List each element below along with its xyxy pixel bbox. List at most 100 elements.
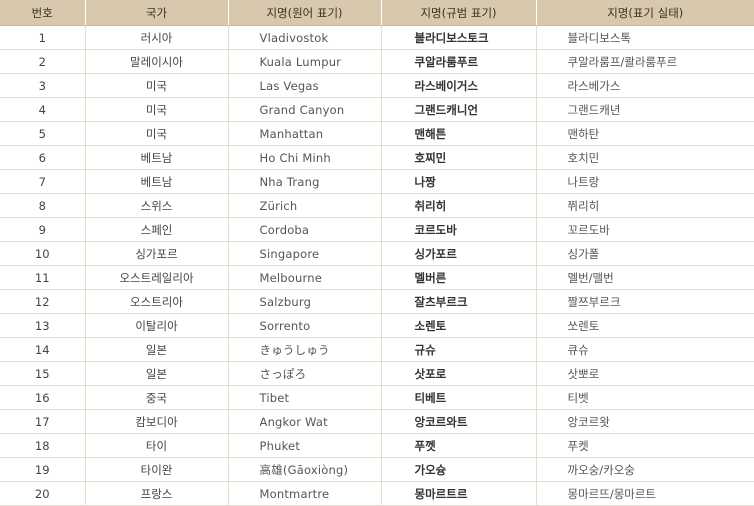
standard-name-cell: 쿠알라룸푸르 (380, 49, 536, 74)
header-actual-usage: 지명(표기 실태) (535, 0, 754, 26)
original-name-cell: Ho Chi Minh (227, 145, 381, 170)
country-cell: 스위스 (84, 193, 228, 218)
country-cell: 싱가포르 (84, 241, 228, 266)
actual-usage-cell: 큐슈 (535, 337, 754, 362)
country-cell: 스페인 (84, 217, 228, 242)
standard-name-cell: 코르도바 (380, 217, 536, 242)
row-number: 20 (0, 481, 85, 506)
standard-name-cell: 소렌토 (380, 313, 536, 338)
table-row: 17 캄보디아 Angkor Wat 앙코르와트 앙코르왓 (0, 409, 754, 434)
original-name-cell: Tibet (227, 385, 381, 410)
actual-usage-cell: 앙코르왓 (535, 409, 754, 434)
row-number: 18 (0, 433, 85, 458)
original-name-cell: Phuket (227, 433, 381, 458)
actual-usage-cell: 라스베가스 (535, 73, 754, 98)
table-row: 18 타이 Phuket 푸껫 푸켓 (0, 433, 754, 458)
table-row: 1 러시아 Vladivostok 블라디보스토크 블라디보스톡 (0, 25, 754, 50)
table-body: 1 러시아 Vladivostok 블라디보스토크 블라디보스톡 2 말레이시아 Kuala … (0, 25, 754, 506)
table-row: 4 미국 Grand Canyon 그랜드캐니언 그랜드캐년 (0, 97, 754, 122)
actual-usage-cell: 까오숭/카오숭 (535, 457, 754, 482)
table-row: 6 베트남 Ho Chi Minh 호찌민 호치민 (0, 145, 754, 170)
actual-usage-cell: 호치민 (535, 145, 754, 170)
country-cell: 프랑스 (84, 481, 228, 506)
standard-name-cell: 맨해튼 (380, 121, 536, 146)
standard-name-cell: 규슈 (380, 337, 536, 362)
row-number: 19 (0, 457, 85, 482)
table-row: 7 베트남 Nha Trang 나짱 나트랑 (0, 169, 754, 194)
original-name-cell: Zürich (227, 193, 381, 218)
standard-name-cell: 그랜드캐니언 (380, 97, 536, 122)
country-cell: 일본 (84, 337, 228, 362)
table-row: 13 이탈리아 Sorrento 소렌토 쏘렌토 (0, 313, 754, 338)
row-number: 17 (0, 409, 85, 434)
standard-name-cell: 티베트 (380, 385, 536, 410)
row-number: 14 (0, 337, 85, 362)
table-row: 19 타이완 高雄(Gāoxiòng) 가오슝 까오숭/카오숭 (0, 457, 754, 482)
actual-usage-cell: 삿뽀로 (535, 361, 754, 386)
actual-usage-cell: 그랜드캐년 (535, 97, 754, 122)
original-name-cell: きゅうしゅう (227, 337, 381, 362)
actual-usage-cell: 맨하탄 (535, 121, 754, 146)
actual-usage-cell: 블라디보스톡 (535, 25, 754, 50)
table-row: 15 일본 さっぽろ 삿포로 삿뽀로 (0, 361, 754, 386)
standard-name-cell: 잘츠부르크 (380, 289, 536, 314)
actual-usage-cell: 멜번/맬번 (535, 265, 754, 290)
row-number: 4 (0, 97, 85, 122)
row-number: 2 (0, 49, 85, 74)
country-cell: 베트남 (84, 145, 228, 170)
country-cell: 미국 (84, 73, 228, 98)
original-name-cell: Grand Canyon (227, 97, 381, 122)
table-row: 8 스위스 Zürich 취리히 쮜리히 (0, 193, 754, 218)
standard-name-cell: 앙코르와트 (380, 409, 536, 434)
original-name-cell: Vladivostok (227, 25, 381, 50)
actual-usage-cell: 푸켓 (535, 433, 754, 458)
row-number: 15 (0, 361, 85, 386)
row-number: 12 (0, 289, 85, 314)
original-name-cell: 高雄(Gāoxiòng) (227, 457, 381, 482)
standard-name-cell: 블라디보스토크 (380, 25, 536, 50)
row-number: 16 (0, 385, 85, 410)
table-row: 11 오스트레일리아 Melbourne 멜버른 멜번/맬번 (0, 265, 754, 290)
standard-name-cell: 라스베이거스 (380, 73, 536, 98)
country-cell: 이탈리아 (84, 313, 228, 338)
standard-name-cell: 멜버른 (380, 265, 536, 290)
header-standard-name: 지명(규범 표기) (380, 0, 536, 26)
country-cell: 러시아 (84, 25, 228, 50)
original-name-cell: Cordoba (227, 217, 381, 242)
country-cell: 미국 (84, 97, 228, 122)
original-name-cell: Kuala Lumpur (227, 49, 381, 74)
table-row: 5 미국 Manhattan 맨해튼 맨하탄 (0, 121, 754, 146)
row-number: 9 (0, 217, 85, 242)
table-row: 9 스페인 Cordoba 코르도바 꼬르도바 (0, 217, 754, 242)
row-number: 1 (0, 25, 85, 50)
actual-usage-cell: 쿠알라룸프/콸라룸푸르 (535, 49, 754, 74)
standard-name-cell: 몽마르트르 (380, 481, 536, 506)
actual-usage-cell: 쮜리히 (535, 193, 754, 218)
actual-usage-cell: 짤쯔부르크 (535, 289, 754, 314)
country-cell: 일본 (84, 361, 228, 386)
actual-usage-cell: 꼬르도바 (535, 217, 754, 242)
table-row: 2 말레이시아 Kuala Lumpur 쿠알라룸푸르 쿠알라룸프/콸라룸푸르 (0, 49, 754, 74)
standard-name-cell: 나짱 (380, 169, 536, 194)
country-cell: 오스트레일리아 (84, 265, 228, 290)
original-name-cell: Las Vegas (227, 73, 381, 98)
country-cell: 중국 (84, 385, 228, 410)
standard-name-cell: 가오슝 (380, 457, 536, 482)
table-row: 10 싱가포르 Singapore 싱가포르 싱가폴 (0, 241, 754, 266)
standard-name-cell: 취리히 (380, 193, 536, 218)
row-number: 6 (0, 145, 85, 170)
country-cell: 베트남 (84, 169, 228, 194)
row-number: 10 (0, 241, 85, 266)
original-name-cell: Salzburg (227, 289, 381, 314)
original-name-cell: Sorrento (227, 313, 381, 338)
actual-usage-cell: 쏘렌토 (535, 313, 754, 338)
row-number: 8 (0, 193, 85, 218)
country-cell: 말레이시아 (84, 49, 228, 74)
original-name-cell: Manhattan (227, 121, 381, 146)
row-number: 5 (0, 121, 85, 146)
country-cell: 캄보디아 (84, 409, 228, 434)
standard-name-cell: 삿포로 (380, 361, 536, 386)
header-number: 번호 (0, 0, 85, 26)
original-name-cell: Singapore (227, 241, 381, 266)
